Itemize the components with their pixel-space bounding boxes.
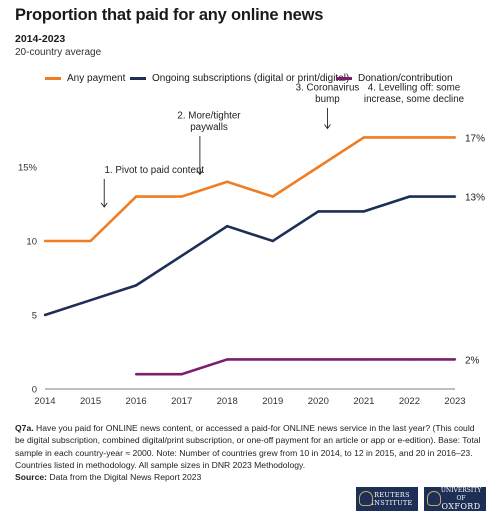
data-point xyxy=(89,299,92,302)
series-end-label: 17% xyxy=(465,133,485,144)
y-tick-label: 0 xyxy=(32,385,37,396)
data-point xyxy=(226,358,229,361)
data-point xyxy=(453,195,457,198)
footnote-label: Q7a. xyxy=(15,423,34,433)
data-point xyxy=(453,358,457,361)
series-end-label: 2% xyxy=(465,355,480,366)
data-point xyxy=(362,210,366,213)
legend-swatch xyxy=(130,77,146,80)
data-point xyxy=(134,373,138,376)
logo-text: REUTERS xyxy=(374,491,410,499)
x-tick-label: 2018 xyxy=(217,396,238,407)
annotation-text: 3. Coronavirus xyxy=(296,82,360,93)
annotation-arrowhead xyxy=(100,202,108,208)
source-text: Data from the Digital News Report 2023 xyxy=(49,472,202,482)
chart-subtitle: 2014-2023 xyxy=(15,33,66,45)
logo-text: INSTITUTE xyxy=(371,499,413,507)
data-point xyxy=(317,210,320,213)
x-tick-label: 2014 xyxy=(34,396,55,407)
data-point xyxy=(43,239,47,243)
data-point xyxy=(317,165,320,169)
data-point xyxy=(453,136,457,139)
series-line xyxy=(44,195,455,317)
x-tick-label: 2019 xyxy=(262,396,283,407)
x-tick-label: 2021 xyxy=(353,396,374,407)
x-tick-label: 2020 xyxy=(308,396,329,407)
line-chart: 0 5 10 15% 2014 2015 2016 2017 2018 2019 2020 2021 2… xyxy=(18,82,485,407)
source-line: Source: Data from the Digital News Repor… xyxy=(15,472,201,482)
x-tick-label: 2017 xyxy=(171,396,192,407)
legend-swatch xyxy=(336,77,352,80)
data-point xyxy=(271,195,274,198)
x-tick-label: 2016 xyxy=(126,396,147,407)
y-tick-label: 15% xyxy=(18,163,38,174)
data-point xyxy=(271,358,274,361)
annotation-text: 1. Pivot to paid content xyxy=(104,165,204,176)
chart-subsubtitle: 20-country average xyxy=(15,47,102,58)
annotation-arrowhead xyxy=(196,170,204,176)
y-tick-label: 10 xyxy=(26,237,37,248)
annotation-text: increase, some decline xyxy=(364,94,465,105)
data-point xyxy=(134,195,138,198)
footnote-text: Have you paid for ONLINE news content, o… xyxy=(15,423,481,470)
annotation-text: 2. More/tighter xyxy=(177,111,241,122)
annotation-text: bump xyxy=(315,94,340,105)
footnote: Q7a. Have you paid for ONLINE news conte… xyxy=(15,422,485,471)
annotation-text: 4. Levelling off: some xyxy=(368,82,461,93)
data-point xyxy=(408,195,411,198)
data-point xyxy=(362,136,366,139)
legend-item-subscriptions: Ongoing subscriptions (digital or print/… xyxy=(130,73,349,84)
logo-text: UNIVERSITY OF xyxy=(440,487,482,502)
data-point xyxy=(226,225,229,228)
legend-label: Any payment xyxy=(67,73,126,84)
data-point xyxy=(226,180,229,183)
source-label: Source: xyxy=(15,472,47,482)
x-tick-label: 2022 xyxy=(399,396,420,407)
annotation-arrowhead xyxy=(324,124,331,130)
x-tick-label: 2023 xyxy=(444,396,465,407)
legend-item-any-payment: Any payment xyxy=(45,73,125,84)
data-point xyxy=(271,239,274,243)
series-end-label: 13% xyxy=(465,193,485,204)
annotation-text: paywalls xyxy=(190,122,228,133)
oxford-crest-icon xyxy=(427,491,441,506)
data-point xyxy=(180,195,183,198)
data-point xyxy=(408,358,411,361)
oxford-logo: UNIVERSITY OF OXFORD xyxy=(424,487,486,511)
logo-text: OXFORD xyxy=(441,502,481,511)
data-point xyxy=(362,358,366,361)
series-line xyxy=(45,136,455,243)
y-tick-label: 5 xyxy=(32,311,37,322)
legend-swatch xyxy=(45,77,61,80)
chart-title: Proportion that paid for any online news xyxy=(15,6,324,24)
legend-label: Ongoing subscriptions (digital or print/… xyxy=(152,73,350,84)
data-point xyxy=(89,239,92,243)
legend-item-donation: Donation/contribution xyxy=(336,73,453,84)
x-tick-label: 2015 xyxy=(80,396,101,407)
reuters-institute-logo: REUTERS INSTITUTE xyxy=(356,487,418,511)
reuters-emblem-icon xyxy=(359,491,373,506)
data-point xyxy=(134,284,138,287)
data-point xyxy=(180,254,183,257)
data-point xyxy=(43,313,47,317)
legend-label: Donation/contribution xyxy=(358,73,453,84)
data-point xyxy=(408,136,411,139)
data-point xyxy=(317,358,320,361)
series-line xyxy=(136,358,455,376)
data-point xyxy=(180,373,183,376)
